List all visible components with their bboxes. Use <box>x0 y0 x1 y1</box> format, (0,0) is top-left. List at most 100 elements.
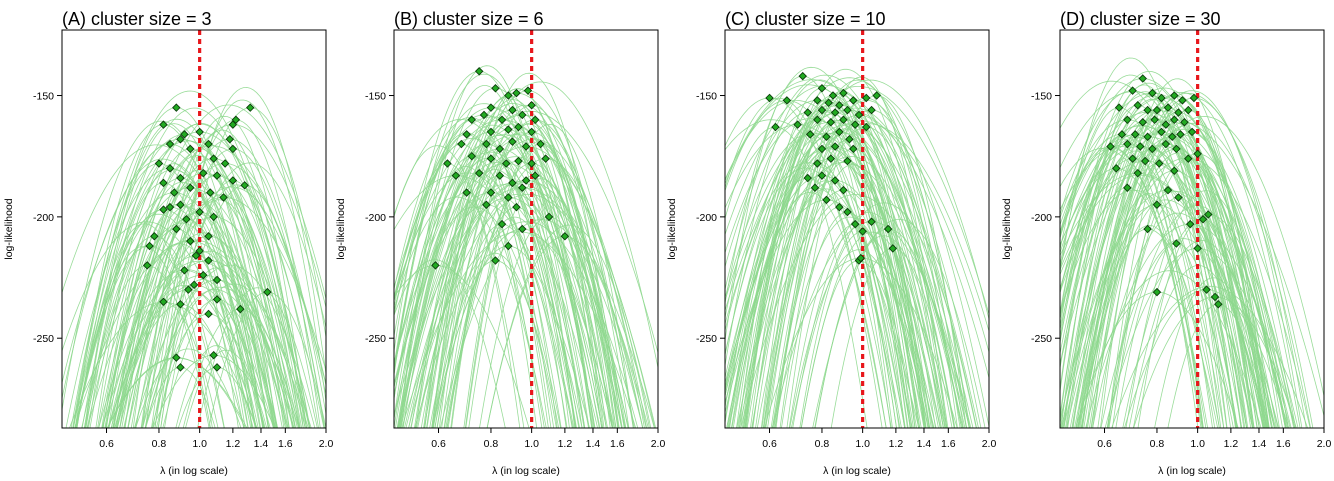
likelihood-curve <box>1083 224 1216 428</box>
likelihood-curve <box>116 206 257 428</box>
data-point <box>1198 215 1208 224</box>
likelihood-curve <box>436 223 568 428</box>
likelihood-curve <box>1061 91 1301 428</box>
data-point <box>1187 127 1197 137</box>
data-point <box>1140 156 1150 166</box>
likelihood-curve <box>400 184 607 428</box>
data-point <box>240 181 249 190</box>
likelihood-curve <box>1092 96 1265 428</box>
data-point <box>813 159 822 168</box>
data-point <box>560 232 570 241</box>
data-point <box>1136 142 1145 151</box>
likelihood-curve <box>1060 158 1225 428</box>
data-point <box>495 171 505 180</box>
data-point <box>209 212 218 222</box>
likelihood-curve <box>1111 285 1309 428</box>
likelihood-curve <box>736 180 934 428</box>
data-point <box>1154 159 1164 168</box>
likelihood-curve <box>115 212 276 428</box>
data-point <box>817 144 827 154</box>
data-point <box>843 156 852 166</box>
y-axis-label: log-likelihood <box>3 198 15 259</box>
likelihood-curve <box>177 366 257 428</box>
data-point <box>209 350 218 360</box>
data-point <box>212 275 222 285</box>
data-point <box>514 156 523 166</box>
likelihood-curve <box>84 264 210 428</box>
data-point <box>176 134 185 144</box>
data-point <box>771 122 780 132</box>
likelihood-curve <box>160 107 326 428</box>
likelihood-curve <box>725 161 968 428</box>
likelihood-curve <box>1060 172 1276 428</box>
data-point <box>1161 139 1171 149</box>
likelihood-curve <box>74 140 301 428</box>
data-point <box>212 171 222 180</box>
data-point <box>798 71 807 81</box>
data-point <box>497 115 507 125</box>
likelihood-curve <box>112 218 261 428</box>
likelihood-curve <box>789 249 929 428</box>
likelihood-curve <box>765 160 930 428</box>
likelihood-curve <box>394 145 525 428</box>
data-point <box>1143 224 1152 234</box>
likelihood-curve <box>98 269 271 428</box>
data-point <box>204 309 213 319</box>
likelihood-curve <box>394 192 598 428</box>
data-point <box>482 200 491 209</box>
likelihood-curve <box>62 120 264 428</box>
data-point <box>443 159 452 168</box>
likelihood-curve <box>1060 167 1209 428</box>
likelihood-curve <box>1107 109 1270 428</box>
likelihood-curve <box>1104 247 1291 428</box>
data-point <box>1117 130 1127 139</box>
data-point <box>1184 154 1193 163</box>
data-point <box>212 295 222 304</box>
data-point <box>813 115 822 125</box>
likelihood-curve <box>76 223 213 428</box>
likelihood-curve <box>1089 121 1280 428</box>
data-point <box>228 144 238 154</box>
data-point <box>172 103 181 112</box>
data-point <box>521 176 531 185</box>
data-point <box>1172 144 1181 154</box>
likelihood-curve <box>197 287 318 428</box>
likelihood-curve <box>98 222 265 428</box>
data-point <box>246 103 255 112</box>
data-point <box>1204 210 1213 219</box>
data-point <box>204 139 213 149</box>
panel-0: 0.6 0.8 1.0 1.2 1.4 1.6 2.0 -150 -200 -250 (A) clu… <box>3 9 333 477</box>
data-point <box>1130 130 1140 139</box>
data-point <box>504 193 513 202</box>
data-point <box>1157 93 1166 103</box>
likelihood-curve <box>779 164 925 428</box>
data-point <box>1123 183 1132 192</box>
data-point <box>1152 200 1162 209</box>
likelihood-curve <box>414 169 577 428</box>
likelihood-curve <box>74 131 325 428</box>
likelihood-curve <box>447 206 586 428</box>
data-point <box>491 84 500 93</box>
data-point <box>451 171 461 180</box>
likelihood-curve <box>1060 150 1213 428</box>
data-point <box>186 236 195 246</box>
data-point <box>536 139 545 149</box>
likelihood-curve <box>725 119 912 428</box>
likelihood-curve <box>1115 243 1238 428</box>
data-point <box>544 212 554 222</box>
x-tick-label: 0.6 <box>431 438 446 450</box>
panel-2: 0.6 0.8 1.0 1.2 1.4 1.6 2.0 -150 -200 -250 (C) clu… <box>666 9 996 477</box>
likelihood-curve <box>800 231 944 428</box>
data-point <box>830 176 840 185</box>
data-point <box>1174 193 1183 202</box>
data-point <box>765 93 774 103</box>
data-point <box>231 115 241 125</box>
panel-title: (C) cluster size = 10 <box>725 9 886 29</box>
likelihood-curve <box>729 133 892 428</box>
likelihood-curve <box>151 119 321 428</box>
data-point <box>803 173 812 183</box>
likelihood-curve <box>774 97 958 428</box>
likelihood-curve <box>725 84 964 428</box>
likelihood-curve <box>116 303 245 428</box>
x-tick-label: 1.2 <box>889 438 904 450</box>
